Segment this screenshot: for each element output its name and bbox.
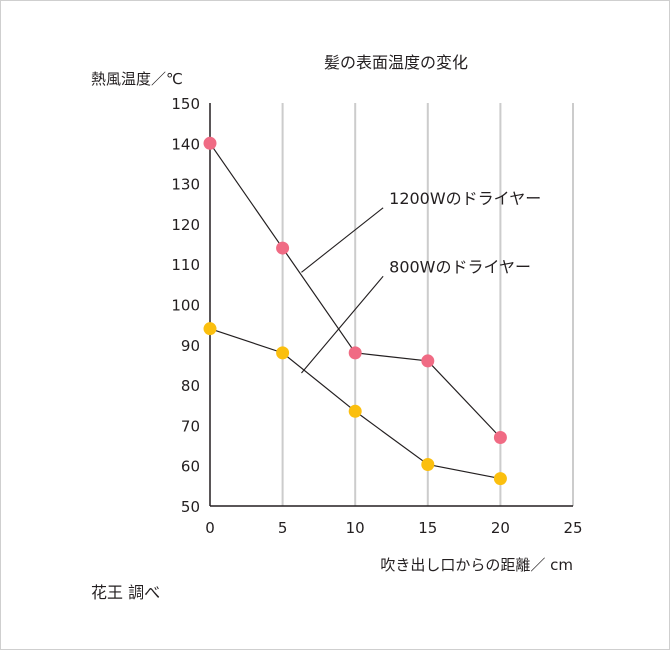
x-axis-label: 吹き出し口からの距離／ cm bbox=[380, 556, 573, 574]
y-tick-label-150: 150 bbox=[171, 95, 200, 113]
y-tick-label-110: 110 bbox=[171, 256, 200, 274]
annotations: 1200Wのドライヤー 800Wのドライヤー bbox=[301, 189, 541, 374]
y-tick-label-120: 120 bbox=[171, 216, 200, 234]
y-tick-label-50: 50 bbox=[181, 498, 200, 516]
source-note: 花王 調べ bbox=[91, 583, 161, 602]
axes bbox=[209, 103, 573, 507]
y-tick-label-80: 80 bbox=[181, 377, 200, 395]
y-tick-label-90: 90 bbox=[181, 337, 200, 355]
data-point-s1-5 bbox=[276, 346, 290, 360]
data-point-s0-20 bbox=[493, 430, 507, 444]
y-tick-label-140: 140 bbox=[171, 135, 200, 153]
y-tick-label-60: 60 bbox=[181, 458, 200, 476]
data-point-s1-20 bbox=[493, 472, 507, 486]
series bbox=[203, 136, 507, 486]
data-point-s1-15 bbox=[421, 457, 435, 471]
x-tick-label-5: 5 bbox=[278, 519, 288, 537]
tick-labels: 50 60 70 80 90 100 110 120 130 140 150 0 5 10 15 20 25 bbox=[171, 95, 582, 537]
grid bbox=[281, 103, 574, 506]
data-point-s0-5 bbox=[276, 241, 290, 255]
leader-line-0 bbox=[301, 207, 384, 273]
x-tick-label-25: 25 bbox=[563, 519, 582, 537]
chart-title: 髪の表面温度の変化 bbox=[324, 53, 468, 72]
x-tick-label-10: 10 bbox=[346, 519, 365, 537]
x-tick-label-0: 0 bbox=[205, 519, 215, 537]
x-tick-label-20: 20 bbox=[491, 519, 510, 537]
data-point-s0-0 bbox=[203, 136, 217, 150]
series-label-0: 1200Wのドライヤー bbox=[389, 189, 541, 208]
data-point-s0-10 bbox=[348, 346, 362, 360]
y-tick-label-130: 130 bbox=[171, 176, 200, 194]
x-tick-label-15: 15 bbox=[418, 519, 437, 537]
data-point-s1-10 bbox=[348, 404, 362, 418]
data-point-s0-15 bbox=[421, 354, 435, 368]
leader-line-1 bbox=[301, 275, 384, 374]
y-axis-label: 熱風温度／℃ bbox=[91, 70, 183, 88]
series-label-1: 800Wのドライヤー bbox=[389, 257, 531, 276]
data-point-s1-0 bbox=[203, 322, 217, 336]
y-tick-label-100: 100 bbox=[171, 297, 200, 315]
y-tick-label-70: 70 bbox=[181, 417, 200, 435]
